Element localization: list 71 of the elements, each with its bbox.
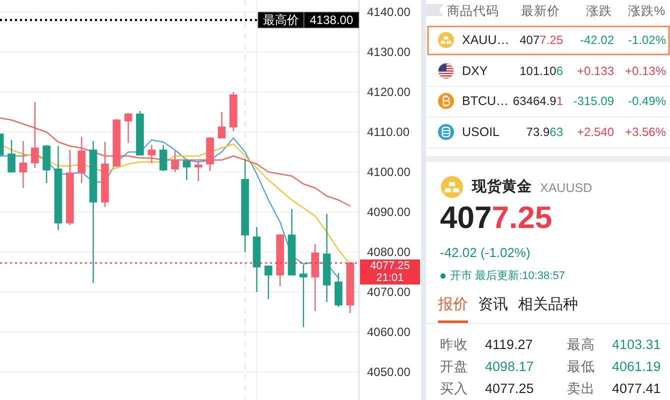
text: 101.106 xyxy=(520,64,564,78)
candlestick xyxy=(194,160,202,182)
text: 涨跌 xyxy=(586,4,612,18)
line-series xyxy=(0,117,351,207)
text: 73.963 xyxy=(526,125,564,139)
text: XAUUSD xyxy=(540,181,592,195)
text: 相关品种 xyxy=(518,296,578,312)
candlestick xyxy=(19,140,28,189)
text: DXY xyxy=(462,64,488,78)
text: -0.49% xyxy=(628,94,666,108)
text: +2.540 xyxy=(576,125,614,139)
text: +0.133 xyxy=(576,64,614,78)
text: 21:01 xyxy=(376,272,404,284)
text: 4077.25 xyxy=(440,200,552,234)
text: 最高 xyxy=(567,336,595,352)
candlestick xyxy=(148,144,156,164)
candlestick xyxy=(171,150,179,173)
candlestick xyxy=(334,272,342,308)
candlestick xyxy=(78,136,86,184)
text: USOIL xyxy=(462,125,500,139)
y-tick-label: 4120.00 xyxy=(367,85,411,99)
text: +0.13% xyxy=(624,64,666,78)
text: -315.09 xyxy=(573,94,614,108)
text: 卖出 xyxy=(567,380,595,396)
text: 4098.17 xyxy=(485,358,534,374)
text: 4077.25 xyxy=(520,33,564,47)
text: 4077.25 xyxy=(485,380,534,396)
candlestick xyxy=(218,111,226,139)
y-tick-label: 4070.00 xyxy=(367,285,411,299)
text: XAUU… xyxy=(462,33,510,47)
text: 开市 最后更新:10:38:57 xyxy=(450,269,565,282)
ref-line-label: 4077.25 xyxy=(370,260,410,272)
text: +3.56% xyxy=(624,125,666,139)
y-tick-label: 4130.00 xyxy=(367,45,411,59)
y-tick-label: 4080.00 xyxy=(367,245,411,259)
y-tick-label: 4050.00 xyxy=(367,365,411,379)
text: BTCU… xyxy=(462,94,509,108)
candlestick xyxy=(311,243,320,312)
y-tick-label: 4140.00 xyxy=(367,5,411,19)
text: 现货黄金 xyxy=(471,178,532,195)
text: -42.02 xyxy=(580,33,614,47)
text: -42.02 (-1.02%) xyxy=(440,244,530,260)
candlestick xyxy=(264,265,272,300)
text: 买入 xyxy=(440,380,468,396)
y-tick-label: 4090.00 xyxy=(367,205,411,219)
text: 最低 xyxy=(567,358,595,374)
text: 63464.91 xyxy=(512,94,564,108)
text: 资讯 xyxy=(478,296,508,312)
candlestick xyxy=(124,112,132,144)
y-tick-label: 4110.00 xyxy=(367,125,410,139)
text: 涨跌% xyxy=(628,4,666,18)
candlestick xyxy=(182,158,191,181)
text: 最新价 xyxy=(521,4,560,18)
candlestick xyxy=(8,139,16,173)
candlestick xyxy=(159,144,168,172)
text: 昨收 xyxy=(440,336,468,352)
text: 报价 xyxy=(437,296,468,312)
text: -1.02% xyxy=(628,33,666,47)
candlestick xyxy=(42,144,50,184)
ref-line-label: 最高价 xyxy=(262,13,299,27)
text: 4119.27 xyxy=(485,336,533,352)
text: 4103.31 xyxy=(612,336,661,352)
candlestick xyxy=(300,264,308,328)
y-tick-label: 4060.00 xyxy=(367,325,411,339)
annotation: 4138.00 xyxy=(310,13,354,27)
y-tick-label: 4100.00 xyxy=(367,165,411,179)
text: 商品代码 xyxy=(447,4,499,18)
candlestick xyxy=(30,101,39,169)
text: 4061.19 xyxy=(612,358,661,374)
text: 开盘 xyxy=(440,358,468,374)
text: 4077.41 xyxy=(612,380,661,396)
